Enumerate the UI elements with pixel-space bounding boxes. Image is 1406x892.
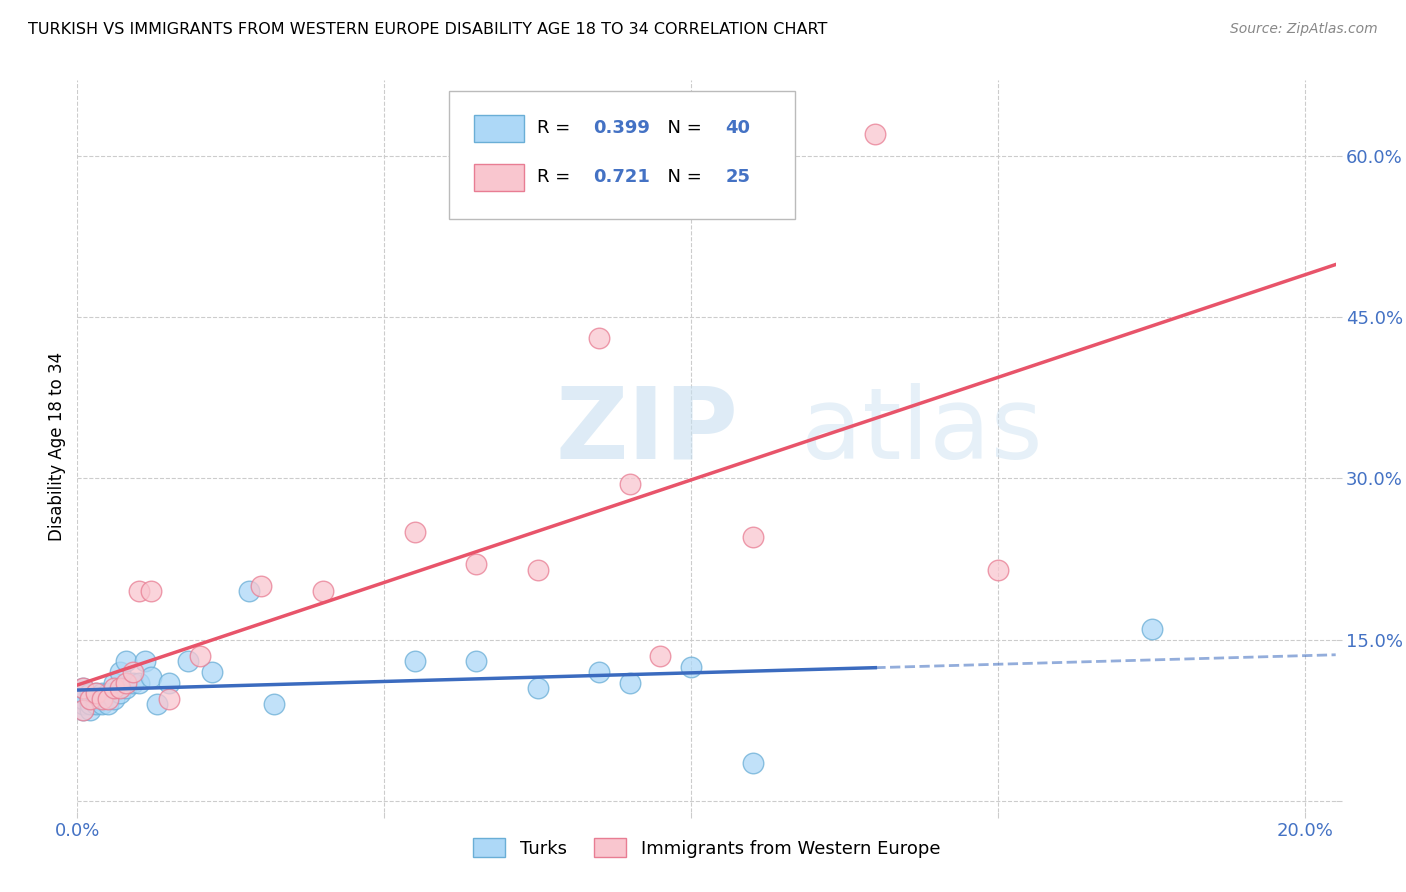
Point xyxy=(90,686,112,700)
Text: TURKISH VS IMMIGRANTS FROM WESTERN EUROPE DISABILITY AGE 18 TO 34 CORRELATION CH: TURKISH VS IMMIGRANTS FROM WESTERN EUROP… xyxy=(28,22,828,37)
Point xyxy=(250,579,273,593)
Point xyxy=(1140,622,1163,636)
FancyBboxPatch shape xyxy=(449,91,794,219)
Point xyxy=(526,563,548,577)
Point xyxy=(121,665,143,679)
Point xyxy=(84,686,107,700)
Point xyxy=(97,691,120,706)
Point xyxy=(115,654,138,668)
Point xyxy=(128,675,150,690)
Point xyxy=(110,665,132,679)
Point xyxy=(115,681,138,695)
Point xyxy=(741,530,763,544)
Text: 0.399: 0.399 xyxy=(593,119,650,136)
Point xyxy=(139,584,162,599)
Point xyxy=(79,686,101,700)
FancyBboxPatch shape xyxy=(474,163,524,192)
Point xyxy=(72,686,94,700)
Y-axis label: Disability Age 18 to 34: Disability Age 18 to 34 xyxy=(48,351,66,541)
Point xyxy=(72,681,94,695)
Point xyxy=(201,665,224,679)
Point xyxy=(110,681,132,695)
Point xyxy=(312,584,335,599)
Text: R =: R = xyxy=(537,119,575,136)
Point xyxy=(588,331,610,345)
Point xyxy=(987,563,1010,577)
Point xyxy=(84,691,107,706)
Point xyxy=(188,648,211,663)
Point xyxy=(115,675,138,690)
Point xyxy=(79,702,101,716)
Point xyxy=(404,524,426,539)
Text: 0.721: 0.721 xyxy=(593,168,650,186)
Point xyxy=(97,686,120,700)
Point xyxy=(90,691,112,706)
Point xyxy=(72,691,94,706)
Point xyxy=(146,697,169,711)
Text: N =: N = xyxy=(657,168,707,186)
Text: 40: 40 xyxy=(725,119,751,136)
Point xyxy=(157,675,180,690)
Text: N =: N = xyxy=(657,119,707,136)
Point xyxy=(741,756,763,771)
Point xyxy=(238,584,260,599)
Point xyxy=(103,691,125,706)
Point xyxy=(139,670,162,684)
Point xyxy=(103,675,125,690)
Point xyxy=(79,691,101,706)
Point xyxy=(90,697,112,711)
Point xyxy=(650,648,672,663)
FancyBboxPatch shape xyxy=(474,115,524,143)
Point xyxy=(134,654,156,668)
Point xyxy=(465,558,488,572)
Point xyxy=(588,665,610,679)
Text: Source: ZipAtlas.com: Source: ZipAtlas.com xyxy=(1230,22,1378,37)
Point xyxy=(72,702,94,716)
Point xyxy=(84,697,107,711)
Point xyxy=(121,675,143,690)
Point xyxy=(110,686,132,700)
Point xyxy=(79,697,101,711)
Point xyxy=(128,584,150,599)
Point xyxy=(619,476,641,491)
Point xyxy=(72,681,94,695)
Point xyxy=(865,127,887,141)
Point xyxy=(404,654,426,668)
Point xyxy=(465,654,488,668)
Point xyxy=(84,686,107,700)
Legend: Turks, Immigrants from Western Europe: Turks, Immigrants from Western Europe xyxy=(465,831,948,865)
Point xyxy=(681,659,703,673)
Point xyxy=(72,702,94,716)
Text: atlas: atlas xyxy=(801,383,1042,480)
Point xyxy=(619,675,641,690)
Point xyxy=(177,654,200,668)
Point xyxy=(72,697,94,711)
Point xyxy=(263,697,285,711)
Point xyxy=(103,681,125,695)
Point xyxy=(157,691,180,706)
Point xyxy=(526,681,548,695)
Text: ZIP: ZIP xyxy=(555,383,738,480)
Point xyxy=(97,697,120,711)
Text: R =: R = xyxy=(537,168,575,186)
Point xyxy=(79,691,101,706)
Text: 25: 25 xyxy=(725,168,751,186)
